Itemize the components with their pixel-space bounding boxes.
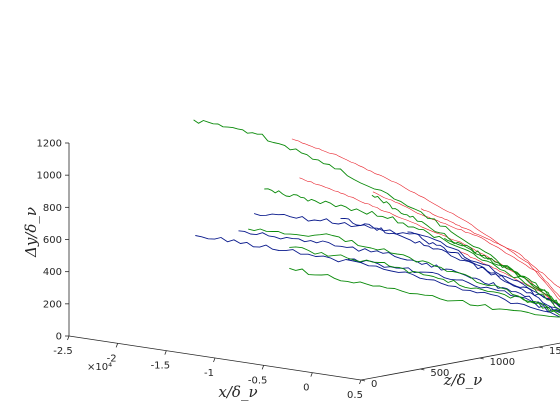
series-group — [193, 119, 560, 318]
z-tick-label: 600 — [43, 235, 62, 246]
series-line-blue — [195, 235, 560, 318]
x-tick-mark — [115, 343, 119, 348]
x-tick-label: 0.5 — [347, 390, 363, 401]
y-tick-label: 1000 — [490, 357, 515, 368]
z-tick-label: 0 — [56, 332, 62, 343]
z-tick-label: 1200 — [37, 139, 62, 150]
series-line-blue — [340, 217, 560, 311]
y-tick-mark — [420, 368, 425, 371]
x-tick-label: -1 — [204, 368, 214, 379]
z-tick-label: 200 — [43, 299, 62, 310]
series-line-red — [299, 177, 560, 307]
z-tick-label: 1000 — [37, 171, 62, 182]
y-tick-mark — [538, 346, 544, 349]
y-axis-label: z/δ_ν — [443, 371, 483, 389]
series-line-red — [420, 208, 560, 289]
x-tick-mark — [310, 372, 313, 377]
x-tick-label: -2 — [107, 353, 117, 364]
axes — [65, 142, 560, 385]
x-tick-mark — [213, 357, 216, 363]
y-tick-mark — [360, 379, 366, 382]
y-tick-label: 0 — [371, 379, 377, 390]
series-line-green — [444, 237, 560, 306]
y-tick-label: 1500 — [549, 346, 560, 357]
z-tick-label: 400 — [43, 267, 62, 278]
y-tick-label: 500 — [430, 368, 449, 379]
series-line-green — [248, 228, 560, 313]
x-tick-label: 0 — [303, 383, 309, 394]
z-axis-label: Δy/δ_ν — [22, 207, 40, 258]
x-exponent-label: ×10⁴ — [87, 362, 112, 373]
series-line-green — [264, 188, 560, 310]
labels-group: -2.5-2-1.5-1-0.500.5×10⁴0500100015002000… — [22, 139, 560, 402]
series-line-blue — [407, 231, 560, 308]
x-tick-mark — [164, 350, 167, 355]
x-tick-label: -0.5 — [248, 375, 268, 386]
series-line-red — [291, 138, 560, 301]
x-tick-mark — [261, 365, 265, 370]
series-line-red — [459, 251, 560, 307]
series-line-red — [372, 191, 560, 298]
z-tick-label: 800 — [43, 203, 62, 214]
series-line-blue — [348, 258, 560, 314]
x-axis-label: x/δ_ν — [218, 383, 257, 401]
x-tick-label: -1.5 — [151, 361, 171, 372]
series-line-green — [289, 246, 560, 316]
x-tick-mark — [67, 335, 70, 341]
series-line-green — [371, 194, 560, 306]
y-tick-mark — [479, 357, 484, 360]
x-tick-mark — [359, 379, 362, 385]
series-line-green — [289, 267, 560, 318]
x-tick-label: -2.5 — [53, 346, 73, 357]
